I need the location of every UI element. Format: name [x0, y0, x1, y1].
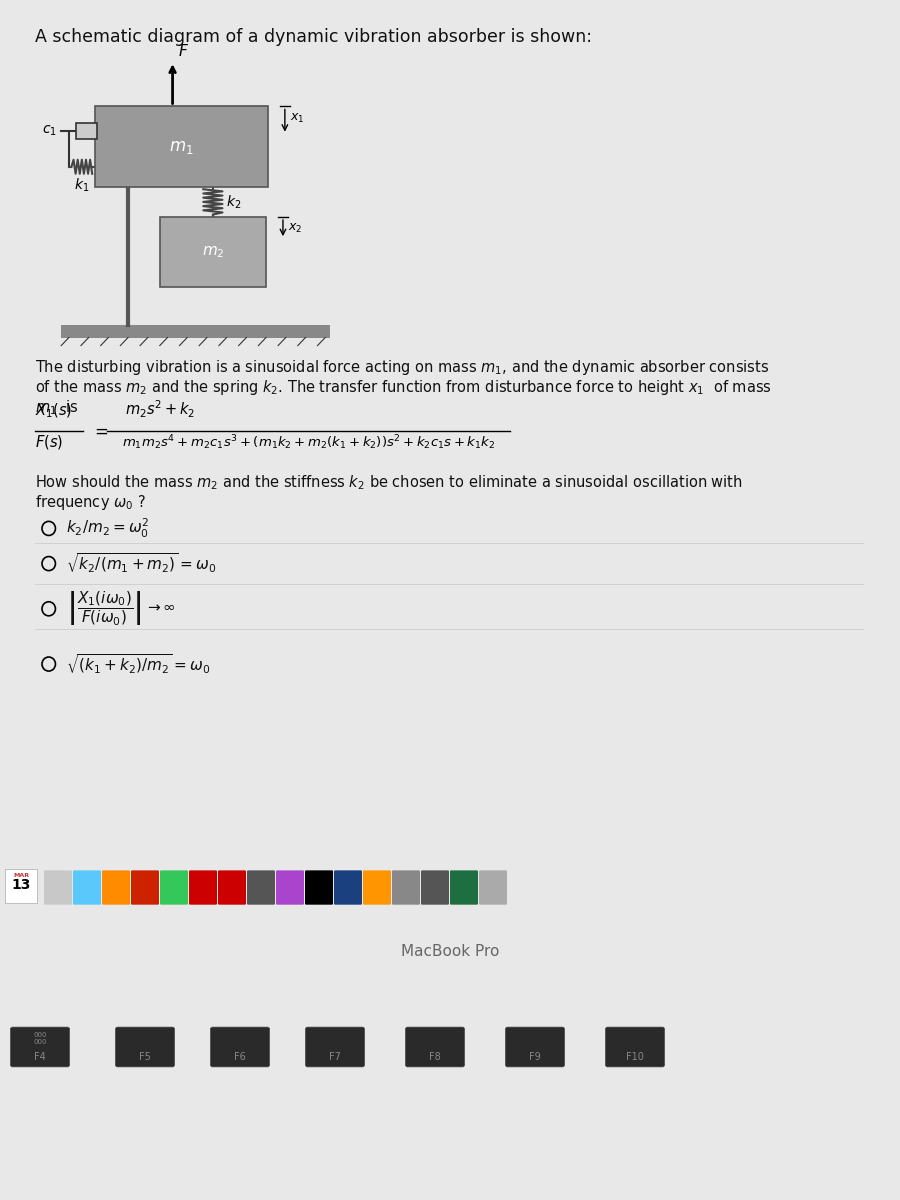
- FancyBboxPatch shape: [450, 870, 478, 905]
- FancyBboxPatch shape: [247, 870, 275, 905]
- Text: F5: F5: [140, 1052, 151, 1062]
- FancyBboxPatch shape: [115, 1027, 175, 1067]
- Bar: [61, 325, 330, 337]
- Text: F8: F8: [429, 1052, 441, 1062]
- Text: F6: F6: [234, 1052, 246, 1062]
- Text: F10: F10: [626, 1052, 644, 1062]
- Text: F7: F7: [329, 1052, 341, 1062]
- Text: $m_2$: $m_2$: [202, 245, 224, 260]
- FancyBboxPatch shape: [276, 870, 304, 905]
- Text: $c_1$: $c_1$: [41, 124, 57, 138]
- Text: F9: F9: [529, 1052, 541, 1062]
- Text: $k_1$: $k_1$: [74, 176, 89, 194]
- FancyBboxPatch shape: [189, 870, 217, 905]
- FancyBboxPatch shape: [160, 870, 188, 905]
- FancyBboxPatch shape: [363, 870, 391, 905]
- Text: $\sqrt{k_2/(m_1 + m_2)} = \omega_0$: $\sqrt{k_2/(m_1 + m_2)} = \omega_0$: [66, 552, 216, 576]
- Text: $m_1m_2s^4+m_2c_1s^3+(m_1k_2+m_2(k_1+k_2))s^2+k_2c_1s+k_1k_2$: $m_1m_2s^4+m_2c_1s^3+(m_1k_2+m_2(k_1+k_2…: [122, 433, 496, 451]
- FancyBboxPatch shape: [73, 870, 101, 905]
- Text: MAR: MAR: [13, 874, 29, 878]
- FancyBboxPatch shape: [479, 870, 507, 905]
- Text: F4: F4: [34, 1052, 46, 1062]
- Text: $m_1$: $m_1$: [169, 138, 194, 156]
- FancyBboxPatch shape: [506, 1027, 564, 1067]
- Text: $F$: $F$: [178, 43, 189, 59]
- Text: frequency $\omega_0$ ?: frequency $\omega_0$ ?: [35, 493, 146, 512]
- Text: $k_2$: $k_2$: [226, 193, 241, 211]
- Text: $F(s)$: $F(s)$: [35, 433, 63, 451]
- Text: $\sqrt{(k_1 + k_2)/m_2} = \omega_0$: $\sqrt{(k_1 + k_2)/m_2} = \omega_0$: [66, 652, 211, 676]
- Text: of the mass $m_2$ and the spring $k_2$. The transfer function from disturbance f: of the mass $m_2$ and the spring $k_2$. …: [35, 378, 772, 397]
- FancyBboxPatch shape: [406, 1027, 464, 1067]
- FancyBboxPatch shape: [392, 870, 420, 905]
- Text: The disturbing vibration is a sinusoidal force acting on mass $m_1$, and the dyn: The disturbing vibration is a sinusoidal…: [35, 358, 770, 377]
- FancyBboxPatch shape: [305, 1027, 364, 1067]
- Bar: [160, 217, 266, 287]
- FancyBboxPatch shape: [131, 870, 159, 905]
- Text: $m_1$  is: $m_1$ is: [35, 398, 79, 416]
- FancyBboxPatch shape: [218, 870, 246, 905]
- Text: $x_2$: $x_2$: [288, 222, 302, 235]
- Text: A schematic diagram of a dynamic vibration absorber is shown:: A schematic diagram of a dynamic vibrati…: [35, 28, 592, 46]
- Text: $X_1(s)$: $X_1(s)$: [35, 402, 73, 420]
- Text: $m_2s^2+k_2$: $m_2s^2+k_2$: [125, 398, 195, 420]
- FancyBboxPatch shape: [102, 870, 130, 905]
- Text: $k_2/m_2 = \omega_0^2$: $k_2/m_2 = \omega_0^2$: [66, 517, 149, 540]
- Text: $=$: $=$: [91, 422, 108, 440]
- Text: $\left|\dfrac{X_1(i\omega_0)}{F(i\omega_0)}\right| \rightarrow \infty$: $\left|\dfrac{X_1(i\omega_0)}{F(i\omega_…: [66, 589, 176, 628]
- Text: MacBook Pro: MacBook Pro: [400, 943, 500, 959]
- FancyBboxPatch shape: [421, 870, 449, 905]
- Bar: [94, 107, 267, 187]
- Bar: [76, 122, 96, 139]
- FancyBboxPatch shape: [11, 1027, 69, 1067]
- FancyBboxPatch shape: [334, 870, 362, 905]
- Text: $x_1$: $x_1$: [290, 112, 304, 125]
- FancyBboxPatch shape: [44, 870, 72, 905]
- Text: How should the mass $m_2$ and the stiffness $k_2$ be chosen to eliminate a sinus: How should the mass $m_2$ and the stiffn…: [35, 473, 743, 492]
- FancyBboxPatch shape: [211, 1027, 269, 1067]
- FancyBboxPatch shape: [606, 1027, 664, 1067]
- Bar: [5, 869, 37, 904]
- Text: 000
000: 000 000: [33, 1032, 47, 1045]
- Text: 13: 13: [12, 878, 31, 892]
- FancyBboxPatch shape: [305, 870, 333, 905]
